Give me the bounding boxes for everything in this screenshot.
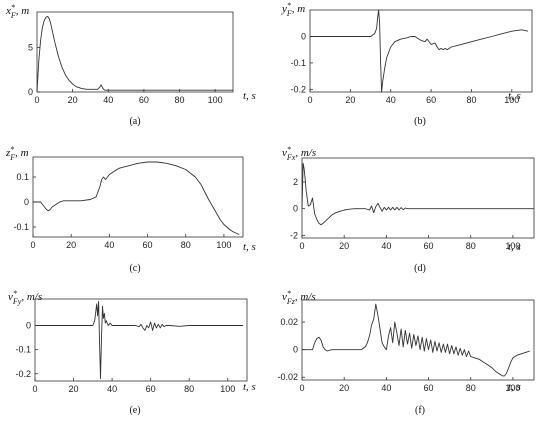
series-line-e xyxy=(35,300,244,380)
x-tick-label: 0 xyxy=(299,383,304,393)
y-tick-label: 2 xyxy=(293,177,298,187)
series-line-b xyxy=(310,9,529,93)
y-tick-label: -0.2 xyxy=(15,369,31,379)
panel-caption-e: (e) xyxy=(129,405,140,416)
x-tick-label: 80 xyxy=(184,384,194,394)
x-tick-label: 60 xyxy=(424,383,434,393)
x-tick-label: 20 xyxy=(69,384,79,394)
x-tick-label: 20 xyxy=(339,383,349,393)
x-tick-label: 20 xyxy=(68,95,78,105)
y-axis-label-c: z* F, m xyxy=(5,145,29,162)
plot-frame-a xyxy=(36,11,234,93)
x-tick-label: 60 xyxy=(424,241,434,251)
x-axis-label-c: t, s xyxy=(243,241,256,253)
y-tick-label: 0 xyxy=(293,345,298,355)
x-tick-label: 100 xyxy=(220,384,235,394)
panel-caption-c: (c) xyxy=(129,263,140,274)
plot-frame-d xyxy=(301,157,535,239)
series-line-d xyxy=(301,162,534,226)
y-axis-label-b: y* F, m xyxy=(281,1,305,18)
x-tick-label: 60 xyxy=(143,240,153,250)
x-tick-label: 40 xyxy=(386,95,396,105)
chart-panel-b: 0 20 40 60 80 100 0 -0.1 -0.2 y* F, m t, s (b) xyxy=(281,1,533,127)
x-tick-label: 100 xyxy=(505,383,520,393)
series-line-a xyxy=(36,15,233,93)
x-tick-label: 80 xyxy=(466,383,476,393)
x-axis-label-e: t, s xyxy=(243,381,256,393)
x-tick-label: 80 xyxy=(466,95,476,105)
panel-caption-a: (a) xyxy=(129,116,140,127)
x-tick-label: 40 xyxy=(104,240,114,250)
x-tick-label: 40 xyxy=(381,241,391,251)
x-tick-label: 40 xyxy=(381,383,391,393)
y-axis-label-a: x* F, m xyxy=(5,3,29,20)
y-axis-label-f: v* Fz, m/s xyxy=(282,289,316,306)
x-axis-label-a: t, s xyxy=(243,90,256,102)
x-tick-label: 20 xyxy=(66,240,76,250)
y-tick-label: -0.1 xyxy=(15,345,31,355)
y-tick-label: -0.2 xyxy=(290,84,306,94)
x-tick-label: 100 xyxy=(216,240,231,250)
series-line-f xyxy=(302,303,530,377)
x-tick-label: 100 xyxy=(505,241,520,251)
x-axis-label-f: t, s xyxy=(508,381,521,393)
x-tick-label: 60 xyxy=(426,95,436,105)
x-axis-label-b: t, s xyxy=(508,90,521,102)
plot-frame-c xyxy=(32,156,244,238)
x-tick-label: 60 xyxy=(146,384,156,394)
y-tick-label: 0 xyxy=(26,321,31,331)
y-tick-label: 0.02 xyxy=(280,317,298,327)
x-tick-label: 100 xyxy=(208,95,223,105)
y-tick-label: 0 xyxy=(28,87,33,97)
chart-panel-e: 0 20 40 60 80 100 0 -0.1 -0.2 v* Fy, m/s t, s (e) xyxy=(8,289,256,416)
x-tick-label: 0 xyxy=(34,95,39,105)
plot-frame-e xyxy=(34,298,248,382)
panel-caption-f: (f) xyxy=(415,405,425,416)
x-tick-label: 20 xyxy=(345,95,355,105)
y-tick-label: -0.02 xyxy=(277,372,298,382)
x-tick-label: 0 xyxy=(307,95,312,105)
y-tick-label: 0 xyxy=(301,31,306,41)
x-tick-label: 80 xyxy=(181,240,191,250)
series-line-c xyxy=(33,161,240,235)
panel-caption-d: (d) xyxy=(414,263,426,274)
y-tick-label: 0 xyxy=(293,204,298,214)
x-tick-label: 80 xyxy=(466,241,476,251)
y-tick-label: 5 xyxy=(28,43,33,53)
y-tick-label: 0 xyxy=(24,197,29,207)
x-tick-label: 60 xyxy=(139,95,149,105)
plot-frame-b xyxy=(309,9,533,93)
y-tick-label: 0.1 xyxy=(16,172,29,182)
plot-frame-f xyxy=(301,299,535,381)
y-tick-label: -0.1 xyxy=(290,58,306,68)
x-tick-label: 40 xyxy=(103,95,113,105)
y-tick-label: -0.1 xyxy=(13,222,29,232)
x-tick-label: 0 xyxy=(32,384,37,394)
panel-caption-b: (b) xyxy=(414,116,426,127)
x-tick-label: 0 xyxy=(30,240,35,250)
x-tick-label: 100 xyxy=(504,95,519,105)
y-axis-label-d: v* Fx, m/s xyxy=(282,145,316,162)
x-axis-label-d: t, s xyxy=(508,241,521,253)
y-axis-label-e: v* Fy, m/s xyxy=(8,289,42,306)
x-tick-label: 40 xyxy=(107,384,117,394)
y-tick-label: -2 xyxy=(290,230,298,240)
chart-panel-a: 0 20 40 60 80 100 0 5 x* F, m t, s (a) xyxy=(5,3,256,127)
x-tick-label: 20 xyxy=(339,241,349,251)
x-tick-label: 0 xyxy=(299,241,304,251)
x-tick-label: 80 xyxy=(175,95,185,105)
